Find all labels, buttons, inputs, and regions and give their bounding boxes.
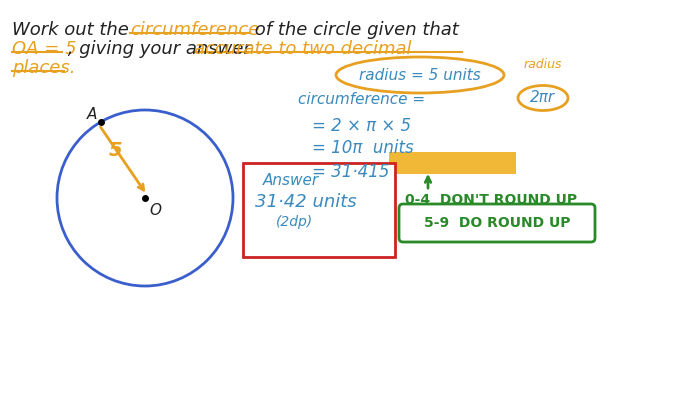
FancyBboxPatch shape — [243, 163, 395, 257]
Text: = 2 × π × 5: = 2 × π × 5 — [312, 117, 411, 135]
Text: Work out the: Work out the — [12, 21, 134, 39]
Text: Answer: Answer — [263, 173, 319, 188]
FancyBboxPatch shape — [389, 152, 516, 174]
Text: O: O — [149, 203, 161, 218]
Text: = 31·415: = 31·415 — [312, 163, 389, 181]
Text: radius: radius — [524, 58, 563, 71]
Text: OA = 5: OA = 5 — [12, 40, 76, 58]
Text: 5-9  DO ROUND UP: 5-9 DO ROUND UP — [424, 216, 570, 230]
Text: circumference: circumference — [130, 21, 260, 39]
Text: , giving your answer: , giving your answer — [62, 40, 257, 58]
Text: radius = 5 units: radius = 5 units — [359, 68, 481, 83]
Text: (2dp): (2dp) — [276, 215, 313, 229]
Text: of the circle given that: of the circle given that — [249, 21, 458, 39]
Text: = 10π  units: = 10π units — [312, 139, 414, 157]
Text: 0-4  DON'T ROUND UP: 0-4 DON'T ROUND UP — [405, 193, 577, 207]
Text: 5: 5 — [109, 141, 122, 160]
Text: 31·42 units: 31·42 units — [255, 193, 356, 211]
Text: A: A — [87, 107, 97, 122]
Text: accurate to two decimal: accurate to two decimal — [194, 40, 412, 58]
FancyBboxPatch shape — [399, 204, 595, 242]
Text: circumference =: circumference = — [298, 92, 430, 107]
Text: 2πr: 2πr — [531, 90, 556, 105]
Text: places.: places. — [12, 59, 76, 77]
